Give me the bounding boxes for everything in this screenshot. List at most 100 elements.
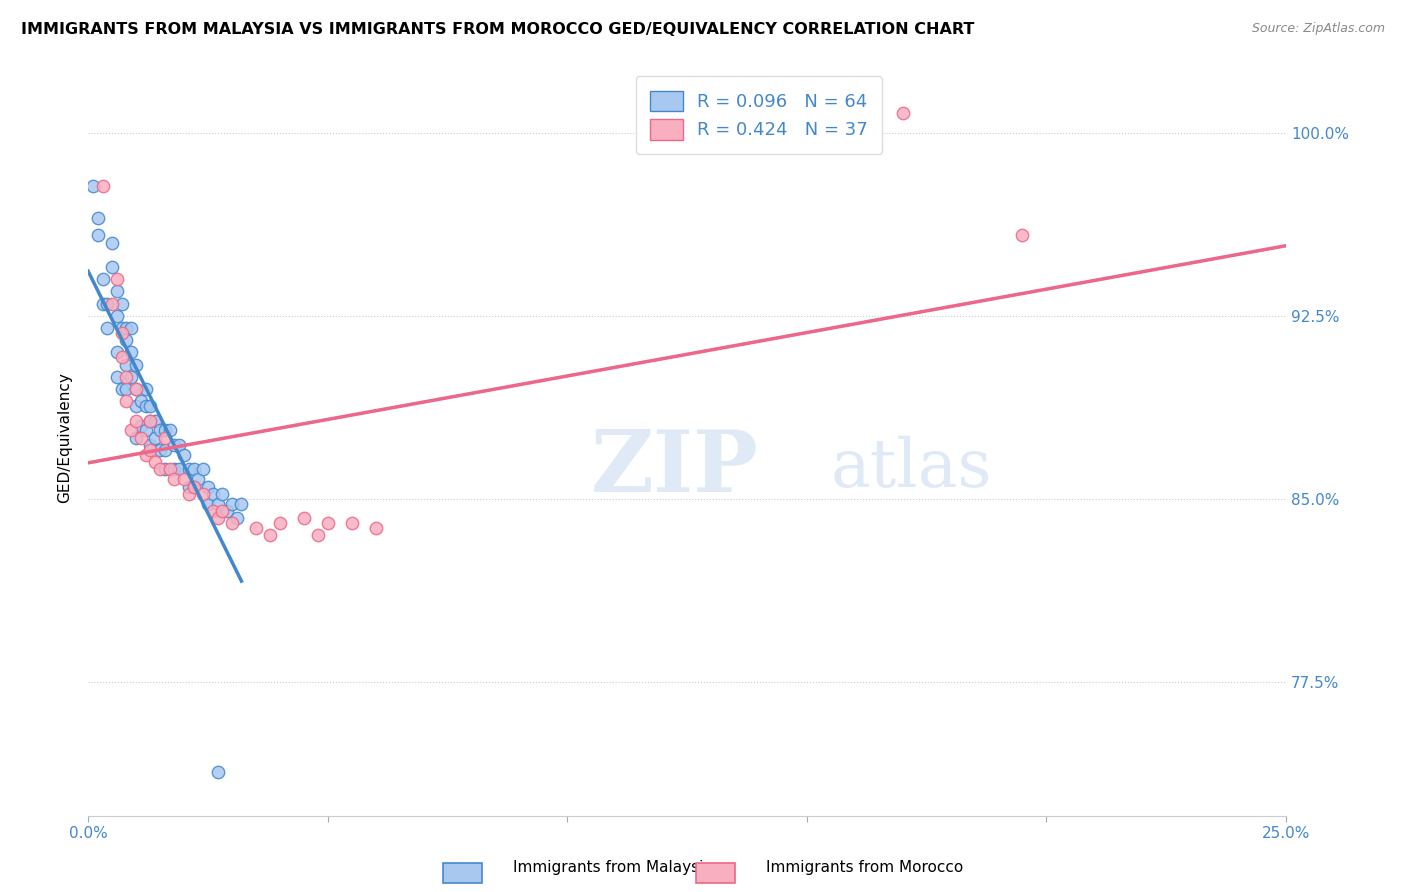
Point xyxy=(891,106,914,120)
Point xyxy=(125,382,148,396)
Point xyxy=(87,228,110,243)
Point xyxy=(101,296,124,310)
Point xyxy=(120,424,142,438)
Point xyxy=(201,504,224,518)
Text: IMMIGRANTS FROM MALAYSIA VS IMMIGRANTS FROM MOROCCO GED/EQUIVALENCY CORRELATION : IMMIGRANTS FROM MALAYSIA VS IMMIGRANTS F… xyxy=(21,22,974,37)
Point xyxy=(153,431,176,445)
Point xyxy=(91,296,114,310)
Point xyxy=(120,321,142,335)
Point xyxy=(221,516,243,530)
Point xyxy=(125,382,148,396)
Text: Immigrants from Morocco: Immigrants from Morocco xyxy=(766,861,963,875)
Point xyxy=(105,309,128,323)
Point xyxy=(149,442,172,457)
Point xyxy=(115,382,138,396)
Point xyxy=(167,462,190,476)
Point xyxy=(197,479,219,493)
Point xyxy=(159,462,181,476)
Point xyxy=(115,321,138,335)
Text: atlas: atlas xyxy=(831,435,993,500)
Point xyxy=(105,285,128,299)
Text: Source: ZipAtlas.com: Source: ZipAtlas.com xyxy=(1251,22,1385,36)
Point xyxy=(111,326,134,340)
Point xyxy=(135,399,157,413)
Point xyxy=(307,528,329,542)
Point xyxy=(143,455,166,469)
Point xyxy=(153,462,176,476)
Point xyxy=(143,414,166,428)
Point xyxy=(139,414,162,428)
Point xyxy=(129,431,152,445)
Point xyxy=(101,260,124,274)
Point xyxy=(231,497,253,511)
Point xyxy=(183,479,205,493)
Point xyxy=(1011,228,1033,243)
Point xyxy=(167,438,190,452)
Point xyxy=(105,272,128,286)
Point xyxy=(177,479,200,493)
Point xyxy=(187,472,209,486)
Y-axis label: GED/Equivalency: GED/Equivalency xyxy=(58,372,72,503)
Point xyxy=(221,497,243,511)
Point xyxy=(269,516,291,530)
Point xyxy=(91,272,114,286)
Point xyxy=(115,369,138,384)
Point xyxy=(177,462,200,476)
Point xyxy=(135,382,157,396)
Point xyxy=(316,516,339,530)
Point xyxy=(96,296,118,310)
Point xyxy=(259,528,281,542)
Point xyxy=(111,350,134,364)
Point xyxy=(139,438,162,452)
Point xyxy=(207,764,229,779)
Point xyxy=(120,345,142,359)
Point xyxy=(207,497,229,511)
Point xyxy=(149,462,172,476)
Point xyxy=(191,487,214,501)
Point xyxy=(159,424,181,438)
Point xyxy=(143,431,166,445)
Point xyxy=(111,321,134,335)
Point xyxy=(125,358,148,372)
Point xyxy=(139,399,162,413)
Point xyxy=(217,504,239,518)
Point xyxy=(177,487,200,501)
Point xyxy=(96,321,118,335)
Point xyxy=(163,462,186,476)
Point xyxy=(129,418,152,433)
Point xyxy=(87,211,110,226)
Point xyxy=(211,504,233,518)
Point xyxy=(173,472,195,486)
Point xyxy=(225,511,247,525)
Point xyxy=(125,414,148,428)
Point xyxy=(105,369,128,384)
Point xyxy=(139,442,162,457)
Point xyxy=(197,497,219,511)
Text: ZIP: ZIP xyxy=(592,426,759,510)
Point xyxy=(364,521,387,535)
Point xyxy=(183,462,205,476)
Point xyxy=(183,479,205,493)
Point xyxy=(82,179,104,194)
Point xyxy=(153,424,176,438)
Point xyxy=(340,516,363,530)
Point xyxy=(163,472,186,486)
Point xyxy=(211,487,233,501)
Point xyxy=(115,394,138,409)
Point xyxy=(292,511,315,525)
Point xyxy=(129,394,152,409)
Point xyxy=(207,511,229,525)
Point xyxy=(120,369,142,384)
Point xyxy=(173,448,195,462)
Point xyxy=(201,487,224,501)
Text: Immigrants from Malaysia: Immigrants from Malaysia xyxy=(513,861,713,875)
Point xyxy=(153,442,176,457)
Legend: R = 0.096   N = 64, R = 0.424   N = 37: R = 0.096 N = 64, R = 0.424 N = 37 xyxy=(636,76,882,154)
Point xyxy=(115,333,138,347)
Point xyxy=(149,424,172,438)
Point xyxy=(105,345,128,359)
Point xyxy=(91,179,114,194)
Point xyxy=(191,462,214,476)
Point xyxy=(115,358,138,372)
Point xyxy=(135,424,157,438)
